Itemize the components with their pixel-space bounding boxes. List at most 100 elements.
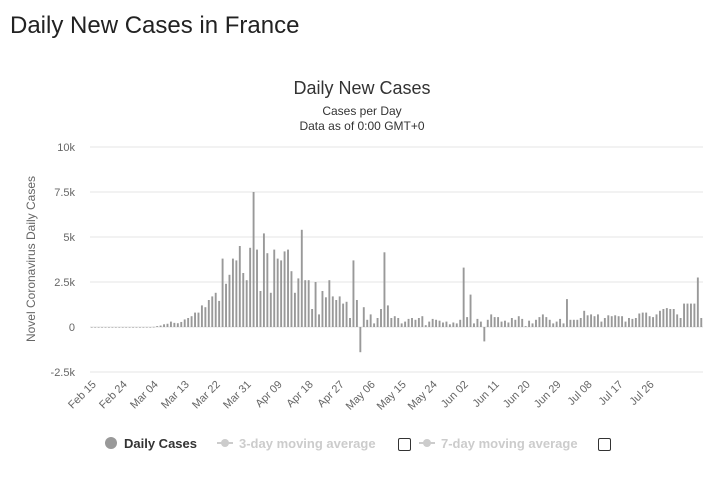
bar[interactable] <box>142 327 145 328</box>
bar[interactable] <box>411 318 413 327</box>
bar[interactable] <box>132 327 134 328</box>
bar[interactable] <box>572 319 575 327</box>
bar[interactable] <box>638 313 641 328</box>
bar[interactable] <box>617 316 620 327</box>
bar[interactable] <box>696 277 699 328</box>
bar[interactable] <box>214 292 217 327</box>
bar[interactable] <box>641 312 644 327</box>
bar[interactable] <box>559 318 562 327</box>
bar[interactable] <box>442 322 444 328</box>
bar[interactable] <box>421 316 424 327</box>
bar[interactable] <box>328 280 331 327</box>
bar[interactable] <box>128 327 131 328</box>
bar[interactable] <box>390 318 393 327</box>
bar[interactable] <box>101 327 104 328</box>
bar[interactable] <box>466 317 469 327</box>
bar[interactable] <box>163 324 165 327</box>
bar[interactable] <box>152 326 155 328</box>
bar[interactable] <box>566 299 568 327</box>
bar[interactable] <box>118 327 121 328</box>
bar[interactable] <box>607 315 610 327</box>
bar[interactable] <box>249 247 252 327</box>
bar[interactable] <box>490 314 493 327</box>
bar[interactable] <box>583 310 586 327</box>
bar[interactable] <box>531 323 534 327</box>
bar[interactable] <box>645 312 648 327</box>
bar[interactable] <box>435 319 438 327</box>
bar[interactable] <box>514 319 517 327</box>
bar[interactable] <box>156 326 159 327</box>
bar[interactable] <box>366 319 369 327</box>
bar[interactable] <box>238 246 241 327</box>
bar[interactable] <box>469 294 472 327</box>
bar[interactable] <box>683 303 686 327</box>
bar[interactable] <box>369 314 372 327</box>
bar[interactable] <box>252 192 255 327</box>
bar[interactable] <box>538 317 541 327</box>
bar[interactable] <box>393 316 396 327</box>
bar[interactable] <box>324 297 327 327</box>
bar[interactable] <box>424 325 427 327</box>
bar[interactable] <box>187 318 190 327</box>
bar[interactable] <box>194 312 196 327</box>
bar[interactable] <box>445 321 448 327</box>
bar[interactable] <box>90 327 93 328</box>
bar[interactable] <box>169 321 172 327</box>
bar[interactable] <box>610 316 613 327</box>
bar[interactable] <box>345 301 348 327</box>
bar[interactable] <box>297 278 300 327</box>
bar[interactable] <box>407 318 410 327</box>
bar[interactable] <box>483 327 486 342</box>
bar[interactable] <box>528 320 531 327</box>
bar[interactable] <box>235 260 238 327</box>
bar[interactable] <box>287 249 289 327</box>
bar[interactable] <box>621 316 624 327</box>
bar[interactable] <box>207 300 210 327</box>
bar[interactable] <box>504 320 506 327</box>
bar[interactable] <box>94 327 97 328</box>
bar[interactable] <box>242 273 245 327</box>
bar[interactable] <box>579 318 582 327</box>
bar[interactable] <box>400 323 403 327</box>
bar[interactable] <box>383 252 386 327</box>
bar[interactable] <box>497 317 500 327</box>
bar[interactable] <box>555 321 558 327</box>
bar[interactable] <box>517 316 520 327</box>
bar[interactable] <box>428 321 431 327</box>
bar[interactable] <box>500 321 503 327</box>
bar[interactable] <box>397 318 400 327</box>
bar[interactable] <box>190 316 193 327</box>
bar[interactable] <box>417 318 420 327</box>
bar[interactable] <box>535 319 537 327</box>
bar[interactable] <box>262 233 265 327</box>
bar[interactable] <box>180 321 183 327</box>
bar[interactable] <box>665 308 668 327</box>
bar[interactable] <box>121 327 124 328</box>
bar[interactable] <box>362 307 365 327</box>
bar[interactable] <box>455 323 458 327</box>
bar[interactable] <box>693 303 696 327</box>
bar[interactable] <box>652 317 655 327</box>
bar[interactable] <box>541 314 544 327</box>
bar[interactable] <box>200 305 203 327</box>
bar[interactable] <box>349 318 351 327</box>
bar[interactable] <box>283 251 286 327</box>
bar[interactable] <box>586 315 589 327</box>
bar[interactable] <box>211 296 214 327</box>
bar[interactable] <box>548 319 551 327</box>
bar[interactable] <box>204 307 207 327</box>
bar[interactable] <box>280 260 283 327</box>
bar[interactable] <box>679 318 682 327</box>
bar[interactable] <box>135 327 138 328</box>
bar[interactable] <box>104 327 107 328</box>
bar[interactable] <box>597 314 599 327</box>
bar[interactable] <box>221 258 224 327</box>
bar[interactable] <box>183 319 186 327</box>
bar[interactable] <box>452 322 455 328</box>
bar[interactable] <box>314 282 317 327</box>
bar[interactable] <box>331 296 334 327</box>
bar[interactable] <box>486 319 489 327</box>
bar[interactable] <box>438 320 441 327</box>
bar[interactable] <box>300 229 303 327</box>
bar[interactable] <box>473 323 475 327</box>
